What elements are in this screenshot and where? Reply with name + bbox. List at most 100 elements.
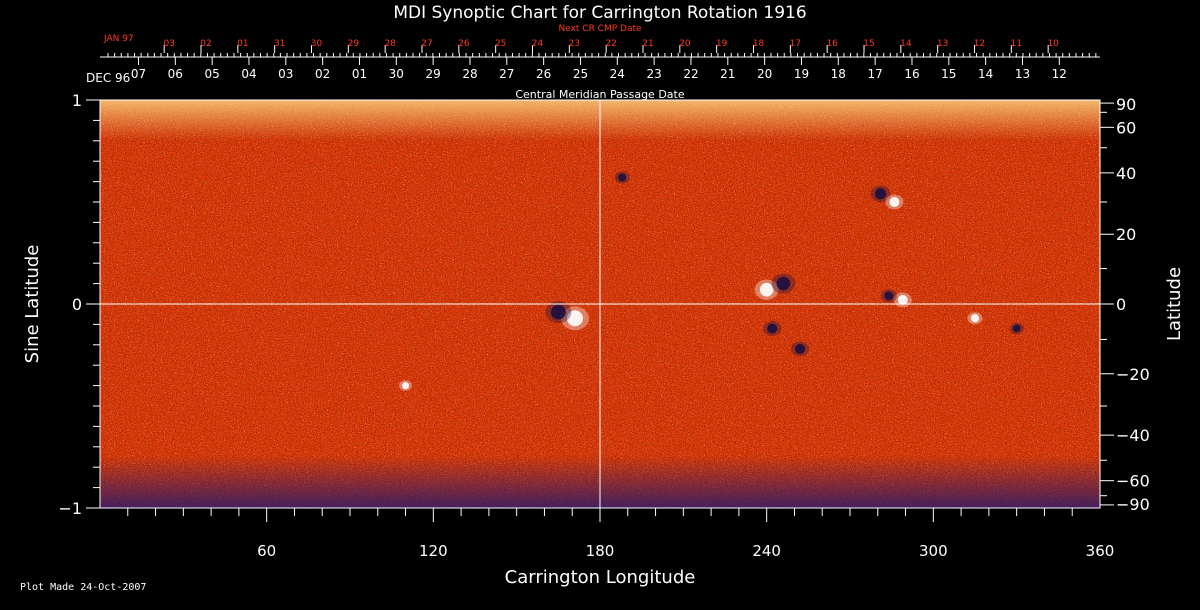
y-left-tick-label: 0 xyxy=(72,295,82,314)
next-cr-date-label: 22 xyxy=(605,39,616,49)
active-region-14 xyxy=(399,380,413,391)
next-cr-date-label: 26 xyxy=(458,39,470,49)
next-cr-date-label: 23 xyxy=(569,39,580,49)
cmp-date-label: 13 xyxy=(1015,67,1030,81)
y-right-tick-label: 90 xyxy=(1116,95,1136,114)
next-cr-date-label: 27 xyxy=(421,39,432,49)
cmp-date-ticks: 07 06 05 04 03 02 01 30 29 28 27 26 25 24 23 22 21 20 19 18… xyxy=(107,53,1097,81)
cmp-date-label: 24 xyxy=(610,67,625,81)
y-right-tick-label: −60 xyxy=(1116,472,1150,491)
cmp-axis-label: Central Meridian Passage Date xyxy=(515,88,684,101)
cmp-date-label: 20 xyxy=(757,67,772,81)
next-cr-month-label: JAN 97 xyxy=(103,34,134,44)
cmp-date-label: 06 xyxy=(168,67,183,81)
x-tick-label: 120 xyxy=(419,542,448,560)
next-cr-label: Next CR CMP Date xyxy=(558,24,642,34)
cmp-date-label: 16 xyxy=(904,67,919,81)
cmp-date-label: 27 xyxy=(499,67,514,81)
next-cr-date-label: 13 xyxy=(937,39,948,49)
y-axis-left: −1 0 1 xyxy=(58,91,100,518)
next-cr-date-label: 10 xyxy=(1047,39,1059,49)
next-cr-date-label: 12 xyxy=(974,39,985,49)
cmp-axis: DEC 96 07 06 05 04 03 02 01 30 29 28 27 26 25 24 23 22 2… xyxy=(86,53,1100,101)
cmp-date-label: 03 xyxy=(278,67,293,81)
active-region-3 xyxy=(754,279,779,300)
next-cr-date-label: 03 xyxy=(163,39,174,49)
next-cr-date-label: 15 xyxy=(863,39,874,49)
active-region-5 xyxy=(870,185,891,203)
y-right-tick-label: −90 xyxy=(1116,495,1150,514)
x-tick-label: 240 xyxy=(752,542,781,560)
active-region-11 xyxy=(967,312,983,325)
next-cr-date-label: 21 xyxy=(642,39,653,49)
active-region-2 xyxy=(545,301,572,324)
y-axis-left-label: Sine Latitude xyxy=(22,245,43,364)
cmp-date-label: 15 xyxy=(941,67,956,81)
chart-title: MDI Synoptic Chart for Carrington Rotati… xyxy=(393,3,806,23)
next-cr-date-label: 20 xyxy=(679,39,691,49)
y-right-tick-label: 40 xyxy=(1116,164,1136,183)
cmp-date-label: 07 xyxy=(131,67,146,81)
next-cr-date-label: 29 xyxy=(348,39,360,49)
cmp-date-label: 25 xyxy=(573,67,588,81)
next-cr-date-label: 31 xyxy=(274,39,285,49)
y-right-tick-label: 0 xyxy=(1116,295,1126,314)
active-regions xyxy=(399,171,1024,391)
next-cr-date-label: 16 xyxy=(826,39,838,49)
magnetogram-map xyxy=(100,100,1100,508)
plot-made-note: Plot Made 24-Oct-2007 xyxy=(20,582,146,593)
active-region-9 xyxy=(791,341,809,357)
active-region-8 xyxy=(880,289,897,303)
y-right-tick-label: 60 xyxy=(1116,118,1136,137)
y-axis-right-label: Latitude xyxy=(1164,267,1185,341)
next-cr-date-label: 11 xyxy=(1011,39,1022,49)
active-region-6 xyxy=(885,194,904,210)
cmp-date-label: 28 xyxy=(462,67,477,81)
cmp-date-label: 01 xyxy=(352,67,367,81)
next-cr-date-label: 30 xyxy=(311,39,323,49)
x-axis: 60 120 180 240 300 360 xyxy=(127,508,1115,560)
x-tick-label: 360 xyxy=(1086,542,1115,560)
active-region-10 xyxy=(763,320,782,336)
cmp-date-label: 22 xyxy=(683,67,698,81)
cmp-date-label: 18 xyxy=(831,67,846,81)
next-cr-date-label: 25 xyxy=(495,39,506,49)
active-region-4 xyxy=(771,273,796,294)
cmp-date-label: 04 xyxy=(241,67,256,81)
cmp-date-label: 19 xyxy=(794,67,809,81)
next-cr-date-label: 17 xyxy=(790,39,801,49)
next-cr-date-label: 28 xyxy=(384,39,396,49)
active-region-1 xyxy=(561,306,589,331)
active-region-12 xyxy=(1009,322,1024,335)
y-right-tick-label: −20 xyxy=(1116,365,1150,384)
active-region-13 xyxy=(614,171,630,184)
cmp-date-label: 30 xyxy=(389,67,404,81)
next-cr-date-label: 02 xyxy=(200,39,211,49)
reference-lines xyxy=(100,100,1100,508)
next-cr-date-label: 14 xyxy=(900,39,912,49)
cmp-date-label: 26 xyxy=(536,67,551,81)
y-right-tick-label: 20 xyxy=(1116,225,1136,244)
y-axis-right: 90 60 40 20 0 −20 −40 −60 −90 xyxy=(1100,95,1150,514)
cmp-date-label: 02 xyxy=(315,67,330,81)
x-tick-label: 300 xyxy=(919,542,948,560)
next-cr-date-ticks: 03 02 01 31 30 29 28 27 26 25 24 23 22 21 20 19 18 17 16 15… xyxy=(163,39,1059,53)
cmp-date-label: 17 xyxy=(867,67,882,81)
cmp-date-label: 23 xyxy=(646,67,661,81)
cmp-date-label: 21 xyxy=(720,67,735,81)
y-left-tick-label: 1 xyxy=(72,91,82,110)
next-cr-date-label: 19 xyxy=(716,39,728,49)
cmp-date-label: 12 xyxy=(1052,67,1067,81)
x-axis-label: Carrington Longitude xyxy=(505,567,696,588)
next-cr-date-label: 01 xyxy=(237,39,248,49)
cmp-date-label: 29 xyxy=(425,67,440,81)
y-left-tick-label: −1 xyxy=(58,499,82,518)
cmp-date-label: 05 xyxy=(204,67,219,81)
next-cr-axis: Next CR CMP Date JAN 97 03 02 01 31 30 29 28 27… xyxy=(103,24,1059,53)
next-cr-date-label: 18 xyxy=(753,39,765,49)
next-cr-date-label: 24 xyxy=(532,39,544,49)
cmp-date-label: 14 xyxy=(978,67,993,81)
x-tick-label: 60 xyxy=(257,542,276,560)
x-tick-label: 180 xyxy=(586,542,615,560)
